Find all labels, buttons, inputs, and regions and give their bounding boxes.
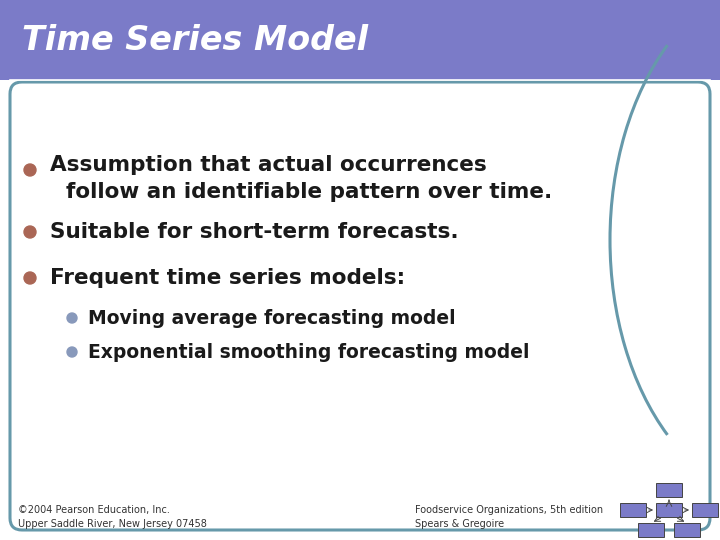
FancyBboxPatch shape [656, 503, 682, 517]
Text: Spears & Gregoire: Spears & Gregoire [415, 519, 504, 529]
FancyBboxPatch shape [0, 0, 720, 80]
Text: Foodservice Organizations, 5th edition: Foodservice Organizations, 5th edition [415, 505, 603, 515]
Text: follow an identifiable pattern over time.: follow an identifiable pattern over time… [66, 182, 552, 202]
Circle shape [24, 164, 36, 176]
FancyBboxPatch shape [674, 523, 700, 537]
Circle shape [67, 313, 77, 323]
Text: Upper Saddle River, New Jersey 07458: Upper Saddle River, New Jersey 07458 [18, 519, 207, 529]
Text: Suitable for short-term forecasts.: Suitable for short-term forecasts. [50, 222, 459, 242]
Text: Moving average forecasting model: Moving average forecasting model [88, 308, 456, 327]
Circle shape [67, 347, 77, 357]
Circle shape [24, 272, 36, 284]
FancyBboxPatch shape [692, 503, 718, 517]
FancyBboxPatch shape [656, 483, 682, 497]
FancyBboxPatch shape [638, 523, 664, 537]
Text: ©2004 Pearson Education, Inc.: ©2004 Pearson Education, Inc. [18, 505, 170, 515]
Text: Time Series Model: Time Series Model [22, 24, 368, 57]
Text: Exponential smoothing forecasting model: Exponential smoothing forecasting model [88, 342, 529, 361]
FancyBboxPatch shape [620, 503, 646, 517]
Text: Assumption that actual occurrences: Assumption that actual occurrences [50, 155, 487, 175]
Text: Frequent time series models:: Frequent time series models: [50, 268, 405, 288]
Circle shape [24, 226, 36, 238]
FancyBboxPatch shape [10, 82, 710, 530]
